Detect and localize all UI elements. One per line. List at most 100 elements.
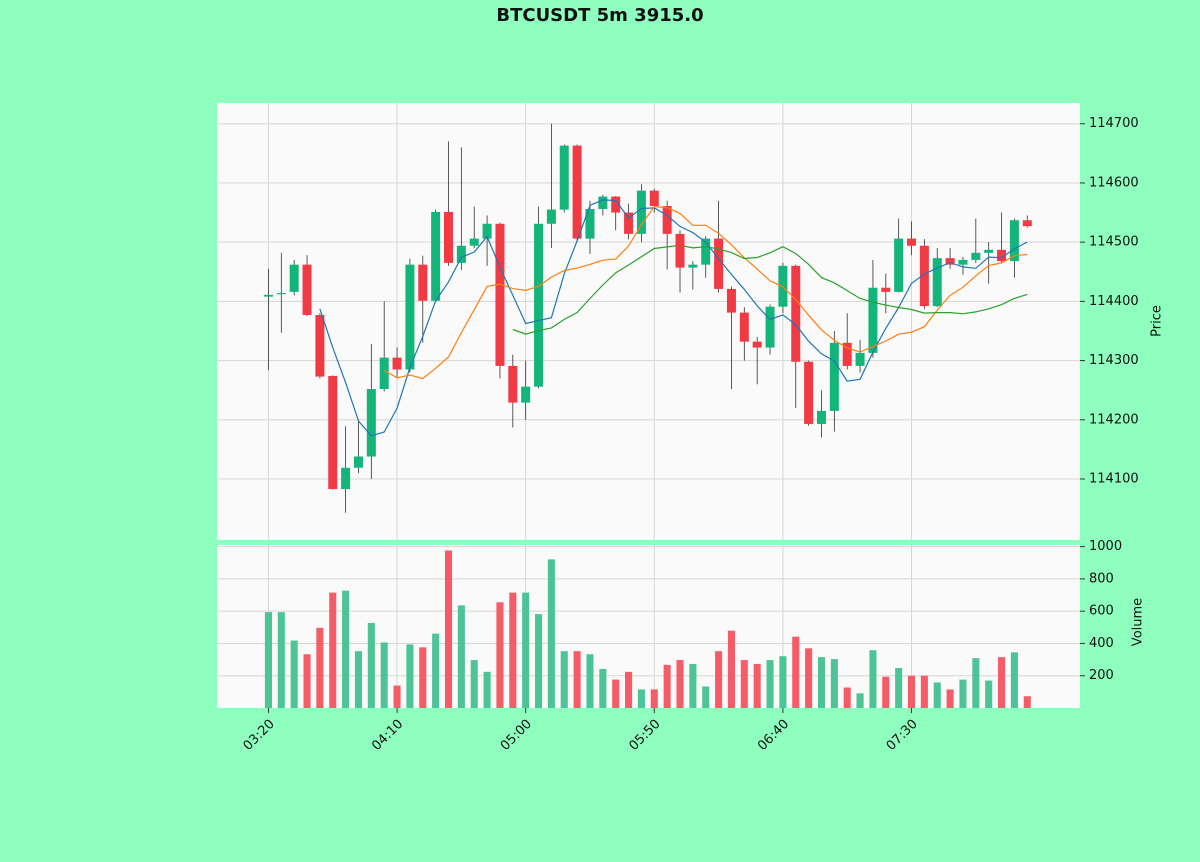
volume-bar — [869, 650, 877, 708]
x-tick-label: 07:30 — [884, 717, 921, 754]
x-tick-label: 03:20 — [241, 717, 278, 754]
volume-bar — [303, 654, 311, 708]
candle-body — [302, 264, 312, 315]
candle-body — [546, 209, 556, 224]
candle-body — [379, 357, 389, 390]
y-tick-label: 114100 — [1089, 472, 1139, 487]
volume-bar — [998, 657, 1006, 708]
candle-body — [521, 386, 531, 403]
volume-bar — [432, 633, 440, 708]
volume-bar — [457, 605, 465, 708]
candle-body — [752, 341, 762, 348]
volume-bar — [444, 550, 453, 708]
volume-bar — [522, 592, 530, 708]
volume-bar — [715, 651, 723, 708]
candle-body — [611, 196, 621, 213]
candle-body — [649, 190, 659, 207]
y-tick-label: 114200 — [1089, 412, 1139, 427]
candle-body — [816, 410, 826, 424]
volume-bar — [1023, 696, 1031, 708]
volume-bar — [689, 663, 697, 708]
volume-bar — [367, 622, 375, 708]
candle-body — [392, 357, 402, 370]
volume-bar — [895, 667, 903, 708]
y-tick-label: 114300 — [1089, 353, 1139, 368]
volume-bar — [920, 675, 928, 708]
volume-bar — [534, 614, 543, 708]
volume-bar — [843, 687, 851, 708]
y-tick-label: 400 — [1089, 636, 1114, 651]
candle-body — [482, 223, 492, 239]
x-tick-label: 05:50 — [626, 717, 663, 754]
y-tick-label: 200 — [1089, 668, 1114, 683]
candle-body — [675, 233, 685, 268]
y-tick-label: 800 — [1089, 571, 1114, 586]
volume-bar — [625, 671, 633, 708]
candle-body — [366, 389, 376, 457]
candle-body — [405, 264, 415, 370]
volume-bar — [959, 679, 967, 708]
candle-body — [1022, 220, 1032, 227]
volume-bar — [753, 663, 761, 708]
chart-title: BTCUSDT 5m 3915.0 — [496, 5, 703, 26]
candle-body — [341, 467, 351, 490]
price-axis-label: Price — [1150, 305, 1165, 337]
y-tick-label: 114400 — [1089, 294, 1139, 309]
candle-body — [328, 375, 338, 490]
volume-bar — [277, 612, 285, 708]
candle-body — [289, 264, 299, 292]
candle-body — [868, 287, 878, 353]
x-tick-label: 05:00 — [498, 717, 535, 754]
candle-body — [276, 293, 286, 295]
candle-body — [971, 252, 981, 260]
volume-bar — [663, 664, 671, 708]
y-tick-label: 114700 — [1089, 116, 1139, 131]
volume-bar — [946, 689, 954, 708]
candle-body — [456, 245, 466, 263]
candle-body — [714, 238, 724, 289]
y-tick-label: 600 — [1089, 604, 1114, 619]
volume-bar — [676, 660, 684, 708]
candle-body — [534, 223, 544, 387]
candle-body — [804, 361, 814, 424]
candle-body — [598, 196, 608, 209]
candle-body — [791, 265, 801, 362]
candle-body — [842, 342, 852, 366]
volume-bar — [509, 592, 517, 708]
candle-body — [829, 342, 839, 411]
y-tick-label: 1000 — [1089, 539, 1122, 554]
candle-body — [508, 365, 518, 403]
candle-body — [585, 208, 595, 239]
candle-body — [907, 238, 917, 246]
candle-body — [662, 206, 672, 234]
volume-bar — [972, 658, 980, 708]
x-tick-label: 04:10 — [369, 717, 406, 754]
volume-bar — [830, 659, 838, 708]
volume-bar — [393, 685, 401, 708]
volume-bar — [264, 612, 272, 708]
volume-bar — [470, 660, 478, 708]
moving-average-line — [383, 205, 1028, 380]
volume-bar — [586, 654, 594, 708]
volume-bar — [907, 675, 916, 708]
volume-bar — [406, 644, 414, 708]
candle-body — [726, 288, 736, 313]
candle-body — [855, 352, 865, 366]
candle-body — [353, 456, 363, 468]
candle-body — [572, 145, 582, 239]
volume-bar — [316, 627, 324, 708]
candle-body — [444, 211, 454, 263]
candle-body — [431, 211, 441, 301]
candle-body — [945, 258, 955, 265]
volume-bar — [329, 592, 337, 708]
volume-bar — [419, 647, 427, 708]
volume-bar — [290, 640, 298, 708]
volume-bar — [727, 630, 735, 708]
candle-body — [495, 223, 505, 366]
volume-bar — [496, 602, 504, 708]
volume-axis-label: Volume — [1131, 598, 1146, 646]
volume-bar — [599, 668, 607, 708]
candle-body — [688, 264, 698, 268]
volume-bar — [560, 651, 568, 708]
